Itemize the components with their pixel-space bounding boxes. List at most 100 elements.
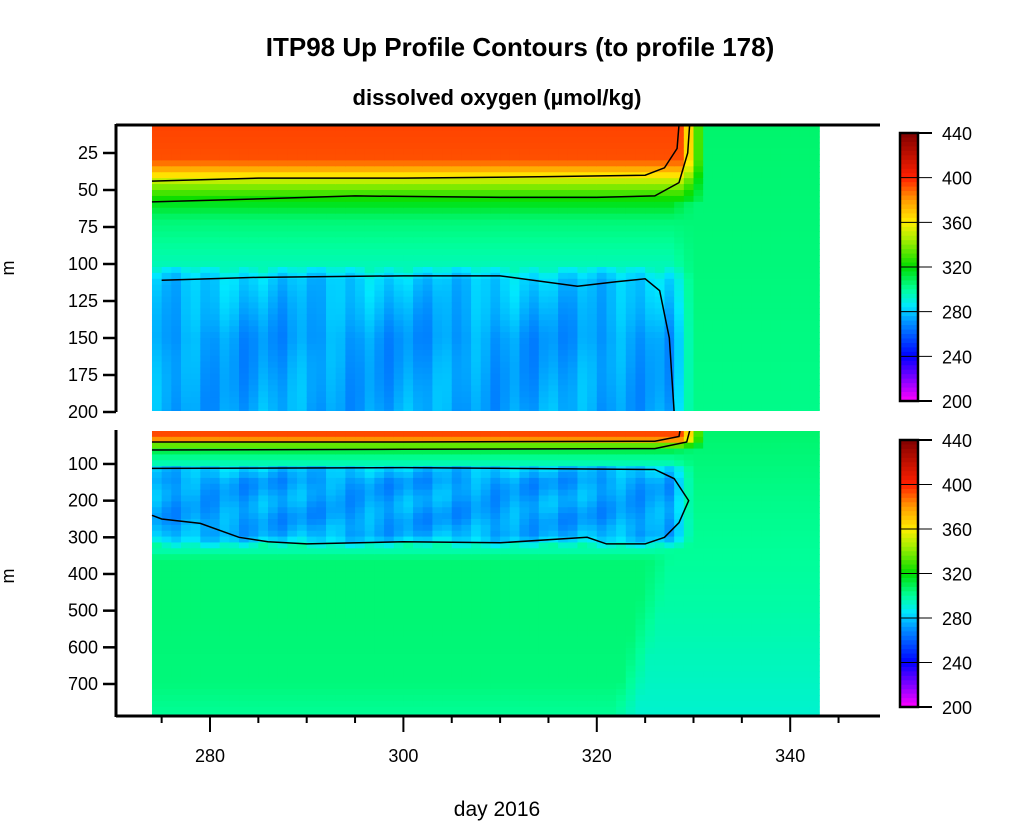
heatmap-cell <box>161 712 172 716</box>
heatmap-cell <box>645 367 656 375</box>
heatmap-cell <box>722 278 733 286</box>
heatmap-cell <box>799 314 811 321</box>
heatmap-cell <box>374 665 385 673</box>
heatmap-cell <box>519 409 530 411</box>
heatmap-cell <box>480 284 492 292</box>
heatmap-cell <box>683 296 695 304</box>
heatmap-cell <box>171 349 182 357</box>
heatmap-cell <box>258 308 269 315</box>
heatmap-cell <box>316 436 327 444</box>
heatmap-cell <box>219 379 230 386</box>
heatmap-cell <box>790 296 801 304</box>
heatmap-cell <box>345 460 356 467</box>
heatmap-cell <box>335 249 346 256</box>
heatmap-cell <box>509 332 521 339</box>
heatmap-cell <box>200 207 211 215</box>
heatmap-cell <box>645 332 656 339</box>
heatmap-cell <box>664 125 675 132</box>
heatmap-cell <box>741 361 753 369</box>
heatmap-cell <box>500 166 511 173</box>
heatmap-cell <box>200 648 211 655</box>
heatmap-cell <box>374 172 385 179</box>
heatmap-cell <box>326 219 337 227</box>
heatmap-cell <box>287 391 298 398</box>
heatmap-cell <box>422 320 434 327</box>
heatmap-cell <box>519 308 530 315</box>
heatmap-cell <box>461 290 472 298</box>
heatmap-cell <box>306 483 317 491</box>
heatmap-cell <box>161 379 172 386</box>
heatmap-cell <box>461 195 472 203</box>
heatmap-cell <box>432 349 443 357</box>
heatmap-cell <box>451 290 463 298</box>
heatmap-cell <box>248 373 259 381</box>
heatmap-cell <box>741 160 753 167</box>
heatmap-cell <box>306 630 317 637</box>
heatmap-cell <box>413 513 424 520</box>
heatmap-cell <box>364 683 375 690</box>
heatmap-cell <box>403 207 414 215</box>
heatmap-cell <box>161 442 172 450</box>
heatmap-cell <box>287 320 298 327</box>
heatmap-cell <box>229 308 240 315</box>
heatmap-cell <box>616 367 627 375</box>
heatmap-cell <box>432 184 443 191</box>
heatmap-cell <box>451 266 463 274</box>
heatmap-cell <box>500 308 511 315</box>
heatmap-cell <box>451 154 463 161</box>
heatmap-cell <box>248 530 259 538</box>
heatmap-cell <box>471 397 482 404</box>
heatmap-cell <box>538 343 550 351</box>
heatmap-cell <box>393 477 404 485</box>
heatmap-cell <box>258 554 269 561</box>
heatmap-cell <box>364 565 375 573</box>
heatmap-cell <box>780 136 791 144</box>
heatmap-cell <box>548 355 559 363</box>
heatmap-cell <box>422 630 434 637</box>
heatmap-cell <box>248 261 259 268</box>
heatmap-cell <box>451 278 463 286</box>
heatmap-cell <box>741 255 753 262</box>
heatmap-cell <box>451 237 463 244</box>
heatmap-cell <box>471 249 482 256</box>
heatmap-cell <box>761 308 772 315</box>
heatmap-cell <box>171 530 182 538</box>
heatmap-cell <box>219 160 230 167</box>
heatmap-cell <box>239 431 250 438</box>
heatmap-cell <box>258 501 269 508</box>
heatmap-cell <box>180 373 192 381</box>
heatmap-cell <box>239 589 250 596</box>
heatmap-cell <box>335 630 346 637</box>
heatmap-cell <box>712 302 724 309</box>
heatmap-cell <box>635 308 646 315</box>
heatmap-cell <box>393 618 404 626</box>
heatmap-cell <box>780 195 791 203</box>
heatmap-cell <box>219 136 230 144</box>
heatmap-cell <box>162 718 172 724</box>
heatmap-cell <box>345 624 356 632</box>
heatmap-cell <box>780 361 791 369</box>
heatmap-cell <box>277 361 288 369</box>
heatmap-cell <box>432 397 443 404</box>
heatmap-cell <box>780 296 791 304</box>
heatmap-cell <box>509 255 521 262</box>
heatmap-cell <box>316 565 327 573</box>
heatmap-cell <box>326 683 337 690</box>
heatmap-cell <box>268 184 279 191</box>
heatmap-cell <box>693 237 704 244</box>
heatmap-cell <box>384 618 395 626</box>
heatmap-cell <box>297 201 308 209</box>
heatmap-cell <box>229 178 240 185</box>
heatmap-cell <box>461 125 472 132</box>
heatmap-cell <box>596 314 608 321</box>
heatmap-cell <box>751 338 762 345</box>
heatmap-cell <box>664 207 675 215</box>
heatmap-cell <box>761 231 772 238</box>
heatmap-cell <box>799 379 811 386</box>
heatmap-cell <box>393 213 404 221</box>
heatmap-cell <box>461 190 472 197</box>
heatmap-cell <box>297 460 308 467</box>
heatmap-cell <box>345 284 356 292</box>
heatmap-cell <box>780 302 791 309</box>
heatmap-cell <box>712 148 724 156</box>
